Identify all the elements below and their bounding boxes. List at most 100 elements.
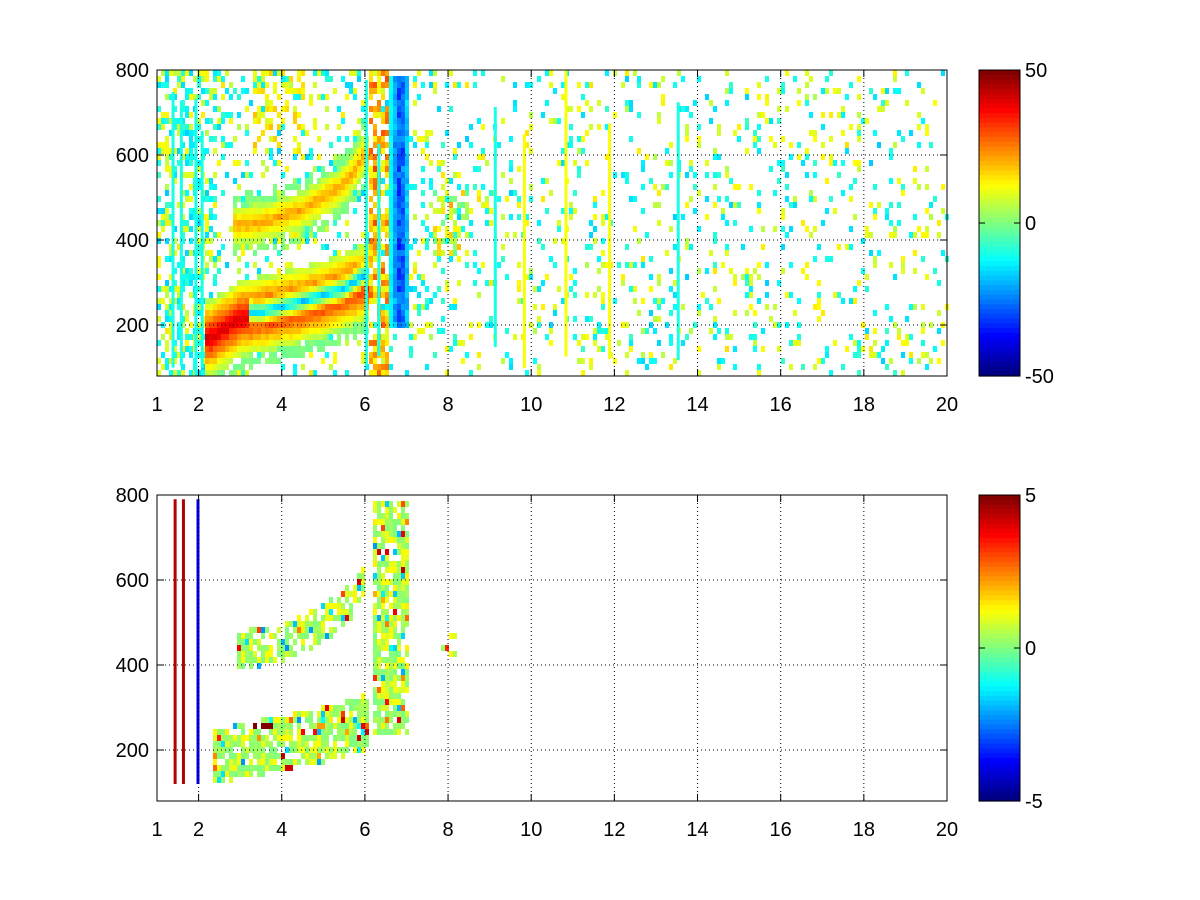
heatmap-cell — [321, 196, 325, 202]
heatmap-cell — [341, 310, 345, 316]
colorbar-step — [979, 127, 1020, 133]
heatmap-cell — [333, 250, 337, 256]
heatmap-cell — [253, 304, 257, 310]
heatmap-cell — [373, 501, 377, 507]
heatmap-cell — [341, 118, 345, 124]
heatmap-cell — [305, 759, 309, 765]
heatmap-cell — [549, 322, 553, 328]
heatmap-cell — [261, 771, 265, 777]
heatmap-cell — [513, 82, 517, 88]
heatmap-cell — [305, 274, 309, 280]
heatmap-cell — [257, 136, 261, 142]
heatmap-cell — [389, 501, 393, 507]
heatmap-cell — [381, 669, 385, 675]
heatmap-cell — [197, 238, 201, 244]
heatmap-cell — [377, 675, 381, 681]
heatmap-cell — [385, 316, 389, 322]
heatmap-cell — [233, 334, 237, 340]
heatmap-cell — [293, 202, 297, 208]
heatmap-cell — [217, 358, 221, 364]
heatmap-cell — [373, 160, 377, 166]
heatmap-cell — [357, 280, 361, 286]
heatmap-cell — [309, 298, 313, 304]
heatmap-cell — [453, 196, 457, 202]
heatmap-cell — [385, 352, 389, 358]
heatmap-cell — [369, 340, 373, 346]
heatmap-cell — [233, 340, 237, 346]
colorbar-step — [979, 561, 1020, 568]
heatmap-cell — [305, 184, 309, 190]
colorbar-step — [979, 151, 1020, 157]
heatmap-cell — [381, 340, 385, 346]
heatmap-cell — [793, 196, 797, 202]
heatmap-cell — [213, 94, 217, 100]
colorbar-step — [979, 547, 1020, 553]
heatmap-cell — [385, 358, 389, 364]
heatmap-cell — [837, 88, 841, 94]
heatmap-cell — [165, 166, 169, 172]
heatmap-cell — [425, 304, 429, 310]
heatmap-cell — [329, 615, 333, 621]
heatmap-cell — [253, 220, 257, 226]
heatmap-cell — [229, 753, 233, 759]
colorbar-step — [979, 304, 1020, 310]
heatmap-cell — [393, 76, 397, 82]
heatmap-cell — [237, 352, 241, 358]
heatmap-cell — [213, 735, 217, 741]
heatmap-cell — [389, 322, 393, 328]
heatmap-cell — [225, 142, 229, 148]
heatmap-cell — [249, 286, 253, 292]
heatmap-cell — [217, 352, 221, 358]
heatmap-cell — [653, 184, 657, 190]
heatmap-cell — [169, 250, 173, 256]
heatmap-cell — [269, 70, 273, 76]
heatmap-cell — [405, 304, 409, 310]
heatmap-cell — [769, 316, 773, 322]
heatmap-cell — [353, 705, 357, 711]
heatmap-cell — [869, 88, 873, 94]
colorbar-step — [979, 585, 1020, 592]
heatmap-cell — [345, 316, 349, 322]
heatmap-cell — [625, 370, 629, 376]
heatmap-cell — [353, 286, 357, 292]
heatmap-cell — [241, 316, 245, 322]
heatmap-cell — [161, 352, 165, 358]
heatmap-cell — [285, 274, 289, 280]
heatmap-cell — [257, 232, 261, 238]
heatmap-cell — [485, 202, 489, 208]
heatmap-cell — [341, 729, 345, 735]
heatmap-cell — [401, 178, 405, 184]
heatmap-cell — [173, 250, 177, 256]
heatmap-cell — [277, 292, 281, 298]
heatmap-cell — [285, 298, 289, 304]
heatmap-cell — [209, 94, 213, 100]
heatmap-cell — [693, 100, 697, 106]
heatmap-cell — [529, 82, 533, 88]
heatmap-cell — [337, 232, 341, 238]
heatmap-cell — [269, 358, 273, 364]
heatmap-cell — [189, 196, 193, 202]
heatmap-cell — [457, 142, 461, 148]
heatmap-cell — [357, 711, 361, 717]
heatmap-cell — [265, 244, 269, 250]
heatmap-cell — [401, 597, 405, 603]
heatmap-cell — [329, 208, 333, 214]
heatmap-cell — [185, 334, 189, 340]
heatmap-cell — [381, 226, 385, 232]
heatmap-cell — [197, 310, 201, 316]
colorbar-tick-label: 50 — [1025, 60, 1047, 82]
heatmap-cell — [373, 292, 377, 298]
heatmap-cell — [301, 226, 305, 232]
heatmap-cell — [173, 280, 177, 286]
heatmap-cell — [209, 214, 213, 220]
heatmap-cell — [481, 70, 485, 76]
heatmap-cell — [381, 525, 385, 531]
heatmap-streak — [173, 499, 177, 784]
heatmap-cell — [245, 334, 249, 340]
heatmap-cell — [829, 70, 833, 76]
heatmap-cell — [889, 154, 893, 160]
heatmap-cell — [389, 621, 393, 627]
heatmap-cell — [269, 226, 273, 232]
heatmap-cell — [261, 196, 265, 202]
heatmap-cell — [337, 340, 341, 346]
